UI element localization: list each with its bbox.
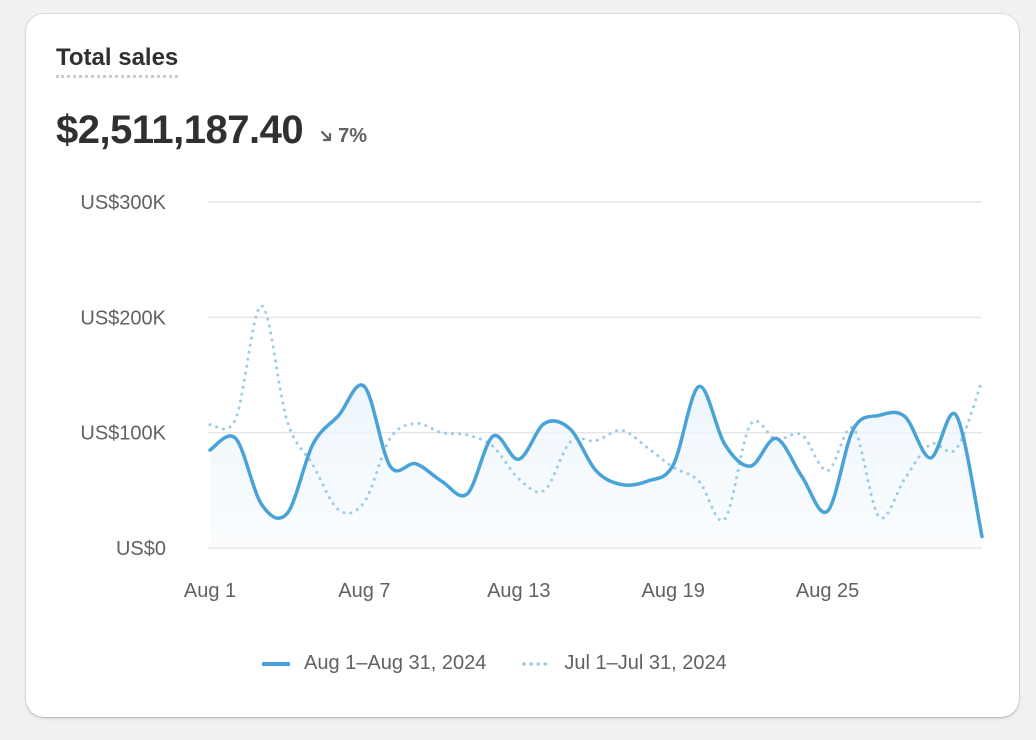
x-tick-label: Aug 13 bbox=[487, 580, 550, 602]
solid-line-swatch bbox=[262, 661, 290, 666]
delta-badge: 7% bbox=[319, 125, 367, 148]
chart-legend: Aug 1–Aug 31, 2024 Jul 1–Jul 31, 2024 bbox=[262, 652, 727, 675]
total-sales-card: Total sales $2,511,187.40 7% US$0 US$100K… bbox=[26, 14, 1019, 717]
x-tick-label: Aug 1 bbox=[184, 580, 236, 602]
legend-label-current: Aug 1–Aug 31, 2024 bbox=[304, 652, 487, 674]
total-sales-value: $2,511,187.40 bbox=[56, 108, 304, 152]
x-tick-label: Aug 19 bbox=[642, 580, 705, 602]
y-tick-label: US$200K bbox=[80, 307, 166, 329]
x-tick-label: Aug 25 bbox=[796, 580, 859, 602]
legend-item-current[interactable]: Aug 1–Aug 31, 2024 bbox=[262, 652, 486, 675]
current-series-area bbox=[210, 384, 982, 548]
y-tick-label: US$300K bbox=[80, 192, 166, 214]
card-title[interactable]: Total sales bbox=[56, 44, 179, 78]
y-tick-label: US$0 bbox=[116, 538, 166, 560]
y-tick-label: US$100K bbox=[80, 423, 166, 445]
sales-line-chart: US$0 US$100K US$200K US$300K Aug 1 Aug 7 Aug 1… bbox=[80, 192, 984, 602]
dotted-line-swatch bbox=[522, 661, 551, 666]
legend-label-comparison: Jul 1–Jul 31, 2024 bbox=[564, 652, 727, 674]
series-line-current bbox=[208, 383, 984, 539]
legend-item-comparison[interactable]: Jul 1–Jul 31, 2024 bbox=[522, 652, 727, 675]
delta-value: 7% bbox=[338, 124, 367, 147]
arrow-down-right-icon bbox=[320, 130, 332, 142]
metric-row: $2,511,187.40 7% bbox=[56, 108, 367, 153]
x-tick-label: Aug 7 bbox=[338, 580, 390, 602]
